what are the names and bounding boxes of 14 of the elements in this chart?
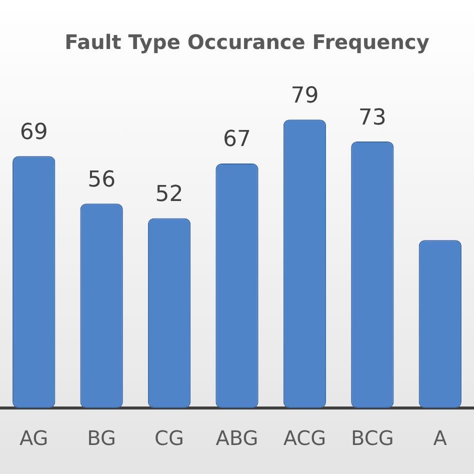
chart-title: Fault Type Occurance Frequency: [64, 30, 430, 54]
data-label: 69: [20, 120, 48, 145]
x-tick-label: AG: [19, 426, 48, 450]
data-label: 52: [155, 182, 184, 207]
data-label: 67: [223, 127, 251, 152]
x-tick-label: BG: [87, 426, 116, 450]
x-tick-label: ABG: [216, 426, 258, 450]
data-label: 73: [358, 105, 386, 130]
x-tick-label: CG: [154, 426, 184, 450]
x-tick-label: A: [433, 426, 448, 450]
x-tick-label: BCG: [351, 426, 394, 450]
data-label: 56: [88, 167, 116, 192]
data-label: 79: [290, 83, 319, 108]
x-tick-label: ACG: [283, 426, 326, 450]
